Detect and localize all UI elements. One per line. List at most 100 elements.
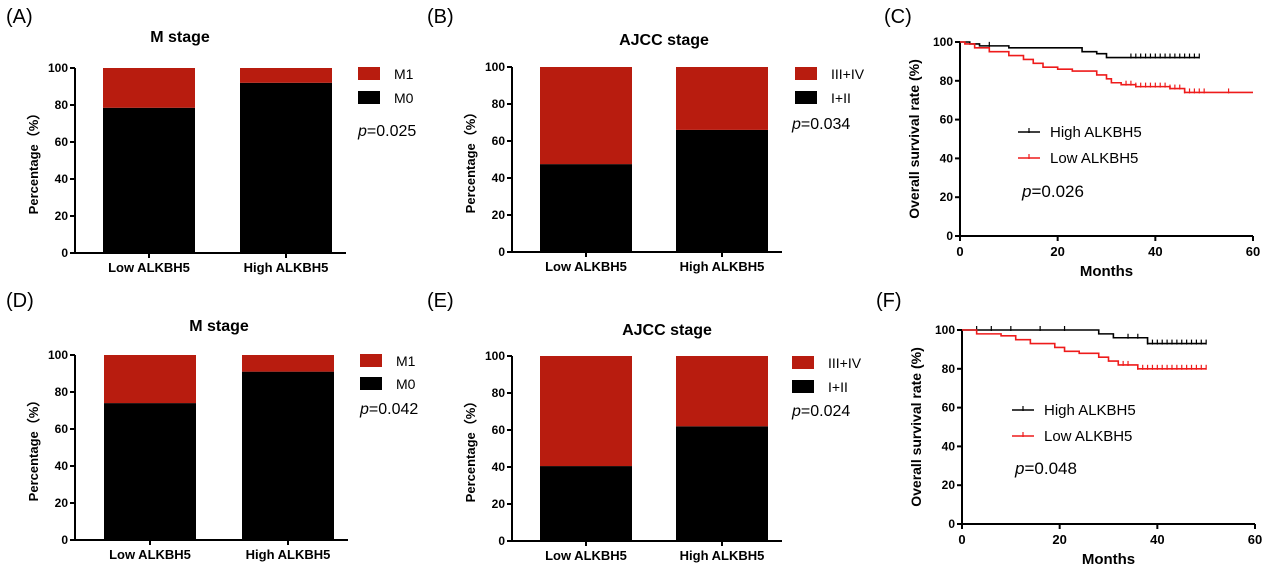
x-tick-label: Low ALKBH5 (545, 548, 627, 563)
bar-m0-0 (103, 107, 195, 254)
panel-label-d: (D) (6, 290, 34, 312)
bar-iiiiv-0 (540, 356, 632, 467)
chart-d: M stage 0 20 40 60 80 100 Low ALKBH5 High ALKBH5… (26, 318, 418, 562)
x-tick-label: 20 (1052, 532, 1066, 547)
y-axis-label: Percentage（%） (463, 395, 478, 503)
legend-label: I+II (828, 379, 848, 395)
x-tick-label: 60 (1246, 244, 1260, 259)
y-tick-label: 60 (55, 422, 69, 436)
chart-title: AJCC stage (622, 322, 712, 339)
p-value: p=0.026 (1021, 182, 1084, 201)
survival-line-low-alkbh5 (962, 329, 1207, 370)
bar-iiiiv-0 (540, 67, 632, 165)
y-tick-label: 100 (48, 348, 68, 362)
legend-swatch (795, 91, 817, 104)
y-tick-label: 80 (492, 386, 506, 400)
survival-line-low-alkbh5 (960, 41, 1253, 94)
legend-label: I+II (831, 90, 851, 106)
y-tick-label: 80 (492, 97, 506, 111)
y-tick-label: 0 (498, 534, 505, 548)
x-tick-label: Low ALKBH5 (109, 547, 191, 562)
y-tick-label: 60 (492, 134, 506, 148)
bar-m0-1 (240, 82, 332, 253)
legend-label: Low ALKBH5 (1050, 150, 1138, 167)
bar-iii-0 (540, 164, 632, 252)
legend-swatch (795, 67, 817, 80)
bar-iii-0 (540, 466, 632, 541)
y-tick-label: 100 (485, 349, 505, 363)
legend-swatch (792, 380, 814, 393)
y-tick-label: 80 (55, 98, 69, 112)
y-tick-label: 100 (933, 35, 953, 49)
y-tick-label: 20 (55, 496, 69, 510)
p-value: p=0.042 (359, 401, 418, 418)
y-tick-label: 20 (492, 497, 506, 511)
x-tick-label: 20 (1050, 244, 1064, 259)
y-tick-label: 80 (942, 362, 956, 376)
p-value: p=0.025 (357, 123, 416, 140)
chart-c: 0 20 40 60 80 100 0 20 40 60 Months Overall surviva… (906, 35, 1260, 280)
x-tick-label: 60 (1248, 532, 1262, 547)
y-tick-label: 40 (492, 171, 506, 185)
legend-label: Low ALKBH5 (1044, 428, 1132, 445)
bar-m1-0 (104, 355, 196, 404)
x-axis-label: Months (1082, 551, 1135, 568)
legend-label: M0 (394, 90, 414, 106)
y-tick-label: 40 (492, 460, 506, 474)
y-tick-label: 20 (942, 478, 956, 492)
legend-label: III+IV (828, 355, 862, 371)
bar-iiiiv-1 (676, 67, 768, 130)
chart-title: M stage (189, 318, 249, 335)
y-tick-label: 100 (935, 323, 955, 337)
y-tick-label: 0 (948, 517, 955, 531)
y-axis-label: Overall survival rate (%) (906, 59, 922, 219)
y-tick-label: 100 (48, 61, 68, 75)
p-value: p=0.048 (1014, 459, 1077, 478)
chart-b: AJCC stage 0 20 40 60 80 100 Low ALKBH5 High ALK… (463, 32, 865, 274)
y-axis-label: Overall survival rate (%) (908, 347, 924, 507)
x-tick-label: 0 (958, 532, 965, 547)
panel-label-c: (C) (884, 6, 912, 28)
bar-m1-1 (242, 355, 334, 372)
y-tick-label: 0 (61, 533, 68, 547)
panel-label-a: (A) (6, 6, 33, 28)
x-tick-label: 0 (956, 244, 963, 259)
bar-m1-0 (103, 68, 195, 108)
y-tick-label: 0 (61, 246, 68, 260)
chart-title: AJCC stage (619, 32, 709, 49)
panel-label-e: (E) (427, 290, 454, 312)
y-tick-label: 20 (492, 208, 506, 222)
survival-line-high-alkbh5 (960, 41, 1200, 59)
bar-iii-1 (676, 129, 768, 252)
bar-m0-1 (242, 371, 334, 540)
y-tick-label: 20 (55, 209, 69, 223)
legend-swatch (792, 356, 814, 369)
y-tick-label: 60 (940, 113, 954, 127)
legend-label: M1 (396, 353, 416, 369)
y-tick-label: 60 (942, 401, 956, 415)
panel-label-b: (B) (427, 6, 454, 28)
x-tick-label: High ALKBH5 (680, 548, 765, 563)
x-tick-label: Low ALKBH5 (108, 260, 190, 275)
y-tick-label: 40 (55, 172, 69, 186)
p-value: p=0.024 (791, 403, 850, 420)
x-tick-label: High ALKBH5 (246, 547, 331, 562)
y-tick-label: 80 (55, 385, 69, 399)
y-axis-label: Percentage（%） (26, 394, 41, 502)
p-value: p=0.034 (791, 116, 850, 133)
legend-swatch (360, 354, 382, 367)
y-tick-label: 20 (940, 190, 954, 204)
bar-iiiiv-1 (676, 356, 768, 427)
y-axis-label: Percentage（%） (26, 107, 41, 215)
chart-f: 0 20 40 60 80 100 0 20 40 60 Months Overall surviva… (908, 323, 1262, 568)
bar-m1-1 (240, 68, 332, 83)
y-tick-label: 40 (940, 151, 954, 165)
legend-label: M0 (396, 376, 416, 392)
survival-line-high-alkbh5 (962, 329, 1207, 345)
chart-title: M stage (150, 29, 210, 46)
bar-iii-1 (676, 426, 768, 541)
x-tick-label: Low ALKBH5 (545, 259, 627, 274)
legend-swatch (358, 91, 380, 104)
x-tick-label: 40 (1150, 532, 1164, 547)
